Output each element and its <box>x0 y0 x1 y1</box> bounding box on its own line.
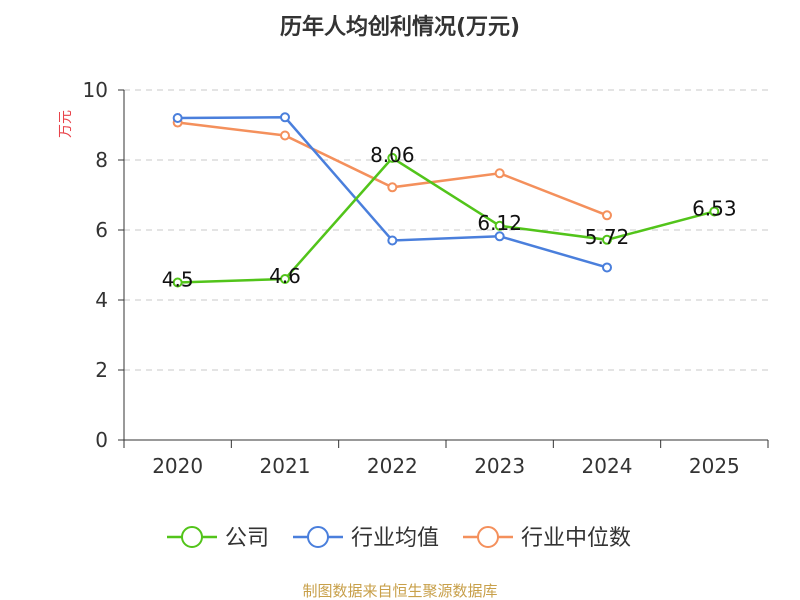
data-point <box>709 206 720 217</box>
y-tick-label: 8 <box>95 148 108 172</box>
data-point <box>494 220 505 231</box>
legend-label: 行业中位数 <box>521 526 631 551</box>
y-tick-label: 0 <box>95 428 108 452</box>
data-point <box>602 210 612 221</box>
data-label: 8.06 <box>370 143 415 167</box>
data-point <box>280 112 290 123</box>
series-1 <box>172 112 612 273</box>
data-point <box>387 182 398 193</box>
legend-marker <box>181 526 203 548</box>
x-tick-label: 2025 <box>689 454 740 478</box>
data-label: 5.72 <box>585 225 630 249</box>
data-point <box>602 262 612 273</box>
legend-item-1[interactable]: 行业均值 <box>293 526 439 551</box>
y-axis-label: 万元 <box>58 110 74 138</box>
x-tick-label: 2021 <box>260 454 311 478</box>
series-0 <box>172 152 720 288</box>
legend-marker <box>477 526 499 548</box>
series-line <box>177 121 608 217</box>
chart-title: 历年人均创利情况(万元) <box>280 14 520 40</box>
series-layer <box>172 112 720 288</box>
x-tick-label: 2020 <box>152 454 203 478</box>
y-tick-label: 4 <box>95 288 108 312</box>
y-tick-label: 2 <box>95 358 108 382</box>
x-tick-label: 2022 <box>367 454 418 478</box>
legend[interactable]: 公司 行业均值 行业中位数 <box>167 526 631 551</box>
data-point <box>172 277 183 288</box>
series-2 <box>172 117 612 221</box>
x-tick-label: 2023 <box>474 454 525 478</box>
y-tick-label: 10 <box>83 78 108 102</box>
legend-item-2[interactable]: 行业中位数 <box>463 526 631 551</box>
data-point <box>387 235 398 246</box>
data-point <box>494 231 505 242</box>
source-note: 制图数据来自恒生聚源数据库 <box>302 582 497 600</box>
data-point <box>387 152 398 163</box>
data-point <box>494 168 505 179</box>
data-point <box>172 113 183 123</box>
data-label: 4.5 <box>162 268 194 292</box>
legend-marker <box>307 526 329 548</box>
grid <box>124 89 768 371</box>
axes: 0 2 4 6 8 10 2020 2021 2022 2023 2024 2025 <box>83 78 769 478</box>
legend-item-0[interactable]: 公司 <box>167 526 269 551</box>
x-tick-label: 2024 <box>582 454 633 478</box>
data-labels: 4.5 4.6 8.06 6.12 5.72 6.53 <box>162 143 737 292</box>
series-line <box>177 156 715 284</box>
legend-label: 行业均值 <box>351 526 439 551</box>
data-label: 4.6 <box>269 264 301 288</box>
data-label: 6.53 <box>692 196 737 220</box>
data-point <box>280 130 290 141</box>
legend-label: 公司 <box>225 526 269 551</box>
data-label: 6.12 <box>477 211 522 235</box>
data-point <box>280 274 290 284</box>
data-point <box>602 234 612 245</box>
y-tick-label: 6 <box>95 218 108 242</box>
